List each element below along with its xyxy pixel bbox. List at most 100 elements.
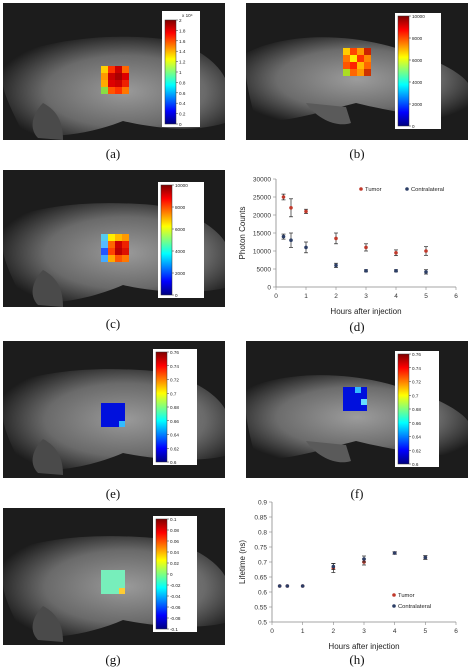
y-axis-label: Lifetime (ns)	[238, 540, 247, 584]
data-point-tumor	[281, 195, 286, 199]
data-point-tumor	[424, 249, 428, 253]
data-point-contralateral	[300, 584, 305, 588]
caption-d: (d)	[349, 319, 365, 334]
colorbar-tick-label: 8000	[175, 205, 186, 210]
colorbar-g-svg: 0.1 0.08 0.06 0.04 0.02 0 -0.02 -0.04 -0.06 -0.08…	[155, 517, 181, 632]
colorbar-tick-label: 0.7	[412, 393, 419, 398]
colorbar-tick-label: 2000	[175, 271, 186, 276]
colorbar-tick-label: 4000	[412, 80, 423, 85]
y-tick-label: 0.8	[258, 530, 267, 537]
image-panel-f: 0.76 0.74 0.72 0.7 0.68 0.66 0.64 0.62 0.6	[246, 341, 468, 478]
colorbar-tick-label: 0	[170, 572, 173, 577]
colorbar-tick-label: 0	[412, 124, 415, 129]
x-tick-label: 6	[454, 293, 458, 300]
colorbar-tick-label: 0.64	[412, 435, 421, 440]
legend-marker	[359, 187, 363, 191]
colorbar-tick-label: 2000	[412, 102, 423, 107]
caption-g: (g)	[105, 652, 121, 667]
x-tick-label: 0	[274, 293, 278, 300]
colorbar-gradient	[155, 351, 168, 463]
y-tick-label: 0.55	[254, 605, 267, 612]
colorbar-tick-label: 0.6	[170, 460, 177, 465]
colorbar-gradient	[397, 15, 410, 127]
colorbar-tick-label: 0.62	[170, 446, 179, 451]
data-point-contralateral	[277, 584, 282, 588]
colorbar-tick-label: 0.66	[412, 421, 421, 426]
data-point-contralateral	[304, 245, 308, 250]
colorbar-tick-label: 0.68	[170, 405, 179, 410]
data-point-contralateral	[289, 238, 293, 242]
colorbar-tick-label: 10000	[412, 14, 425, 19]
legend-label: Contralateral	[398, 604, 431, 610]
x-tick-label: 1	[304, 293, 308, 300]
y-tick-label: 0.75	[254, 545, 267, 552]
colorbar-tick-label: 0.76	[412, 352, 421, 357]
colorbar-tick-label: 1	[179, 70, 182, 75]
x-tick-label: 0	[270, 628, 274, 635]
colorbar-tick-label: 0.02	[170, 561, 179, 566]
y-tick-label: 0.6	[258, 590, 267, 597]
colorbar-tick-label: 0.08	[170, 528, 179, 533]
colorbar-tick-label: 0.7	[170, 391, 177, 396]
colorbar-tick-label: 0.2	[179, 112, 186, 117]
data-point-contralateral	[424, 270, 428, 274]
colorbar-tick-label: 2	[179, 18, 182, 23]
x-tick-label: 5	[424, 628, 428, 635]
image-panel-g: 0.1 0.08 0.06 0.04 0.02 0 -0.02 -0.04 -0.06 -0.08…	[3, 508, 225, 645]
x-tick-label: 6	[454, 628, 458, 635]
colorbar-b-svg: 10000 8000 6000 4000 2000 0	[397, 14, 425, 129]
x-tick-label: 5	[424, 293, 428, 300]
colorbar-tick-label: 10000	[175, 183, 188, 188]
colorbar-tick-label: 0	[175, 293, 178, 298]
colorbar-c: 10000 8000 6000 4000 2000 0	[158, 182, 204, 298]
roi-heatmap-c	[101, 234, 129, 262]
colorbar-a: 2 1.8 1.6 1.4 1.2 1 0.8 0.6 0.4 0.2 0 x 10⁴	[162, 11, 200, 127]
colorbar-tick-label: 0.6	[179, 91, 186, 96]
colorbar-tick-label: 0.62	[412, 448, 421, 453]
colorbar-gradient	[164, 19, 177, 125]
colorbar-c-svg: 10000 8000 6000 4000 2000 0	[160, 183, 188, 298]
colorbar-gradient	[155, 518, 168, 630]
colorbar-tick-label: 0.72	[412, 380, 421, 385]
colorbar-tick-label: 0.1	[170, 517, 177, 522]
data-point-contralateral	[394, 269, 398, 273]
colorbar-tick-label: 0.68	[412, 407, 421, 412]
y-tick-label: 10000	[253, 249, 271, 256]
colorbar-gradient	[160, 184, 173, 296]
colorbar-tick-label: 0.8	[179, 80, 186, 85]
caption-h: (h)	[349, 652, 365, 667]
x-tick-label: 4	[393, 628, 397, 635]
colorbar-tick-label: -0.1	[170, 627, 178, 632]
data-point-contralateral	[285, 584, 290, 588]
y-tick-label: 0	[267, 285, 271, 292]
colorbar-tick-label: 0	[179, 122, 182, 127]
lifetime-chart: 0.5 0.55 0.6 0.65 0.7 0.75 0.8 0.85 0.9 0 1 2 3 4 5 6 Ho…	[238, 500, 458, 652]
data-point-contralateral	[364, 269, 368, 273]
colorbar-tick-label: 4000	[175, 249, 186, 254]
photon-counts-chart: 0 5000 10000 15000 20000 25000 30000 0 1 2 3 4 5 6 Hou…	[238, 177, 458, 317]
caption-c: (c)	[105, 316, 121, 331]
roi-heatmap-f	[343, 387, 367, 411]
x-axis-label: Hours after injection	[330, 307, 401, 316]
colorbar-tick-label: 0.4	[179, 101, 186, 106]
data-point-contralateral	[423, 555, 428, 560]
colorbar-tick-label: 0.74	[170, 364, 179, 369]
y-tick-label: 25000	[253, 195, 271, 202]
colorbar-gradient	[397, 353, 410, 465]
caption-e: (e)	[105, 486, 121, 501]
colorbar-b: 10000 8000 6000 4000 2000 0	[395, 13, 441, 129]
colorbar-tick-label: 0.04	[170, 550, 179, 555]
colorbar-tick-label: 0.66	[170, 419, 179, 424]
colorbar-tick-label: -0.04	[170, 594, 181, 599]
colorbar-tick-label: 1.8	[179, 28, 186, 33]
data-point-tumor	[364, 245, 368, 250]
x-tick-label: 2	[334, 293, 338, 300]
colorbar-e-svg: 0.76 0.74 0.72 0.7 0.68 0.66 0.64 0.62 0.6	[155, 350, 179, 465]
colorbar-tick-label: -0.02	[170, 583, 181, 588]
y-tick-label: 20000	[253, 213, 271, 220]
legend-marker	[392, 604, 396, 608]
y-tick-label: 5000	[257, 267, 272, 274]
roi-heatmap-a	[101, 66, 129, 94]
x-tick-label: 4	[394, 293, 398, 300]
colorbar-exponent-label: x 10⁴	[182, 13, 193, 18]
